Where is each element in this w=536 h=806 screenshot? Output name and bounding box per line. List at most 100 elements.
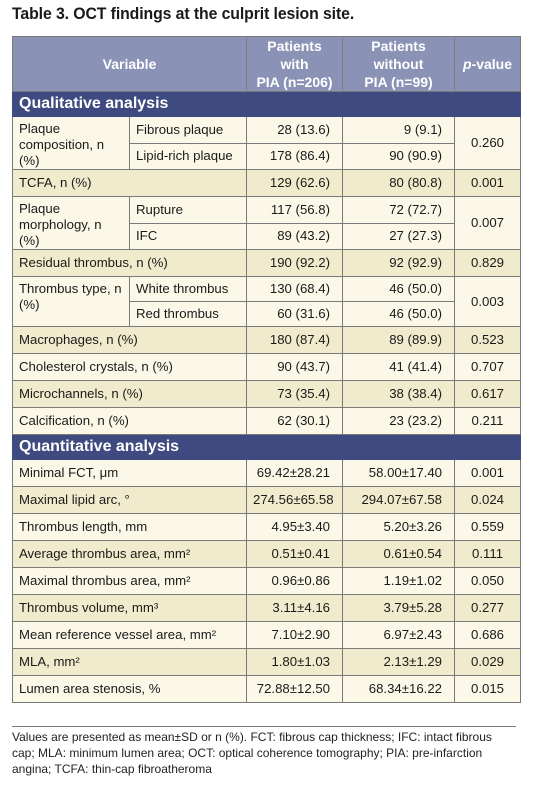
row-label: Macrophages, n (%) — [11, 326, 248, 354]
cell-p: 0.277 — [454, 594, 522, 622]
cell-p: 0.007 — [454, 196, 522, 250]
cell-pia: 62 (30.1) — [246, 407, 344, 435]
row-label: Minimal FCT, μm — [11, 459, 248, 487]
row-label: Maximal lipid arc, ° — [11, 486, 248, 514]
cell-p: 0.015 — [454, 675, 522, 703]
header-variable: Variable — [11, 36, 248, 92]
cell-no-pia: 89 (89.9) — [342, 326, 456, 354]
cell-p: 0.111 — [454, 540, 522, 568]
row-sublabel: Red thrombus — [128, 301, 248, 327]
cell-pia: 0.96±0.86 — [246, 567, 344, 595]
cell-p: 0.029 — [454, 648, 522, 676]
cell-no-pia: 2.13±1.29 — [342, 648, 456, 676]
table-footnote: Values are presented as mean±SD or n (%)… — [12, 726, 516, 777]
row-label: Lumen area stenosis, % — [11, 675, 248, 703]
section-qualitative: Qualitative analysis — [11, 91, 522, 117]
cell-no-pia: 41 (41.4) — [342, 353, 456, 381]
table-row: Minimal FCT, μm 69.42±28.21 58.00±17.40 … — [11, 459, 522, 487]
row-label: Cholesterol crystals, n (%) — [11, 353, 248, 381]
row-sublabel: Rupture — [128, 196, 248, 224]
cell-pia: 117 (56.8) — [246, 196, 344, 224]
cell-p: 0.024 — [454, 486, 522, 514]
cell-no-pia: 3.79±5.28 — [342, 594, 456, 622]
table-row: Red thrombus 60 (31.6) 46 (50.0) — [13, 301, 521, 327]
table-row: IFC 89 (43.2) 27 (27.3) — [13, 222, 521, 250]
header-no-pia-line1: Patients without — [371, 38, 426, 72]
row-label: TCFA, n (%) — [11, 169, 248, 197]
header-p-rest: -value — [471, 56, 513, 72]
row-label: Plaque composition, n (%) — [12, 116, 130, 170]
section-quantitative-label: Quantitative analysis — [11, 434, 522, 460]
cell-no-pia: 27 (27.3) — [342, 222, 456, 250]
cell-p: 0.211 — [454, 407, 522, 435]
cell-p: 0.559 — [454, 513, 522, 541]
table-row: Mean reference vessel area, mm² 7.10±2.9… — [11, 621, 522, 649]
table-row: Residual thrombus, n (%) 190 (92.2) 92 (… — [11, 249, 522, 277]
table-row: Microchannels, n (%) 73 (35.4) 38 (38.4)… — [11, 380, 522, 408]
table-row: Lumen area stenosis, % 72.88±12.50 68.34… — [11, 675, 522, 703]
cell-no-pia: 5.20±3.26 — [342, 513, 456, 541]
row-label: Mean reference vessel area, mm² — [11, 621, 248, 649]
cell-no-pia: 58.00±17.40 — [342, 459, 456, 487]
header-no-pia-line2: PIA (n=99) — [364, 74, 433, 90]
cell-pia: 3.11±4.16 — [246, 594, 344, 622]
cell-p: 0.001 — [454, 169, 522, 197]
table-row: Maximal lipid arc, ° 274.56±65.58 294.07… — [11, 486, 522, 514]
table-row: Average thrombus area, mm² 0.51±0.41 0.6… — [11, 540, 522, 568]
cell-no-pia: 72 (72.7) — [342, 196, 456, 224]
cell-pia: 129 (62.6) — [246, 169, 344, 197]
cell-no-pia: 23 (23.2) — [342, 407, 456, 435]
oct-findings-table: Variable Patients with PIA (n=206) Patie… — [11, 36, 522, 703]
table-row: Lipid-rich plaque 178 (86.4) 90 (90.9) — [13, 142, 521, 170]
row-label: Thrombus volume, mm³ — [11, 594, 248, 622]
cell-p: 0.686 — [454, 621, 522, 649]
table-row: TCFA, n (%) 129 (62.6) 80 (80.8) 0.001 — [11, 169, 522, 197]
cell-no-pia: 46 (50.0) — [342, 301, 456, 327]
cell-pia: 274.56±65.58 — [246, 486, 344, 514]
cell-pia: 190 (92.2) — [246, 249, 344, 277]
table-row: Maximal thrombus area, mm² 0.96±0.86 1.1… — [11, 567, 522, 595]
cell-pia: 90 (43.7) — [246, 353, 344, 381]
header-p-italic: p — [463, 56, 472, 72]
cell-no-pia: 1.19±1.02 — [342, 567, 456, 595]
cell-pia: 73 (35.4) — [246, 380, 344, 408]
cell-p: 0.003 — [454, 276, 522, 327]
cell-no-pia: 294.07±67.58 — [342, 486, 456, 514]
cell-pia: 1.80±1.03 — [246, 648, 344, 676]
cell-pia: 7.10±2.90 — [246, 621, 344, 649]
table-row: MLA, mm² 1.80±1.03 2.13±1.29 0.029 — [11, 648, 522, 676]
table-row: Thrombus volume, mm³ 3.11±4.16 3.79±5.28… — [11, 594, 522, 622]
cell-no-pia: 0.61±0.54 — [342, 540, 456, 568]
header-no-pia: Patients without PIA (n=99) — [342, 36, 456, 92]
cell-no-pia: 90 (90.9) — [342, 142, 456, 170]
cell-pia: 130 (68.4) — [246, 276, 344, 302]
row-sublabel: Lipid-rich plaque — [128, 142, 248, 170]
cell-p: 0.050 — [454, 567, 522, 595]
row-label: Calcification, n (%) — [11, 407, 248, 435]
cell-pia: 180 (87.4) — [246, 326, 344, 354]
header-p-value: p-value — [454, 36, 522, 92]
table-row: Calcification, n (%) 62 (30.1) 23 (23.2)… — [11, 407, 522, 435]
row-label: Microchannels, n (%) — [11, 380, 248, 408]
cell-no-pia: 92 (92.9) — [342, 249, 456, 277]
cell-p: 0.523 — [454, 326, 522, 354]
header-pia: Patients with PIA (n=206) — [246, 36, 344, 92]
cell-p: 0.617 — [454, 380, 522, 408]
cell-pia: 72.88±12.50 — [246, 675, 344, 703]
cell-no-pia: 9 (9.1) — [342, 116, 456, 144]
cell-pia: 178 (86.4) — [246, 142, 344, 170]
table-row: Thrombus type, n (%) White thrombus 130 … — [12, 276, 522, 327]
table-title: Table 3. OCT findings at the culprit les… — [12, 4, 355, 23]
cell-p: 0.707 — [454, 353, 522, 381]
cell-pia: 60 (31.6) — [246, 301, 344, 327]
cell-p: 0.829 — [454, 249, 522, 277]
section-quantitative: Quantitative analysis — [11, 434, 522, 460]
row-label: Plaque morphology, n (%) — [12, 196, 130, 250]
row-sublabel: White thrombus — [128, 276, 248, 302]
row-sublabel: IFC — [128, 222, 248, 250]
cell-pia: 28 (13.6) — [246, 116, 344, 144]
row-sublabel: Fibrous plaque — [128, 116, 248, 144]
table-row: Cholesterol crystals, n (%) 90 (43.7) 41… — [11, 353, 522, 381]
cell-no-pia: 80 (80.8) — [342, 169, 456, 197]
